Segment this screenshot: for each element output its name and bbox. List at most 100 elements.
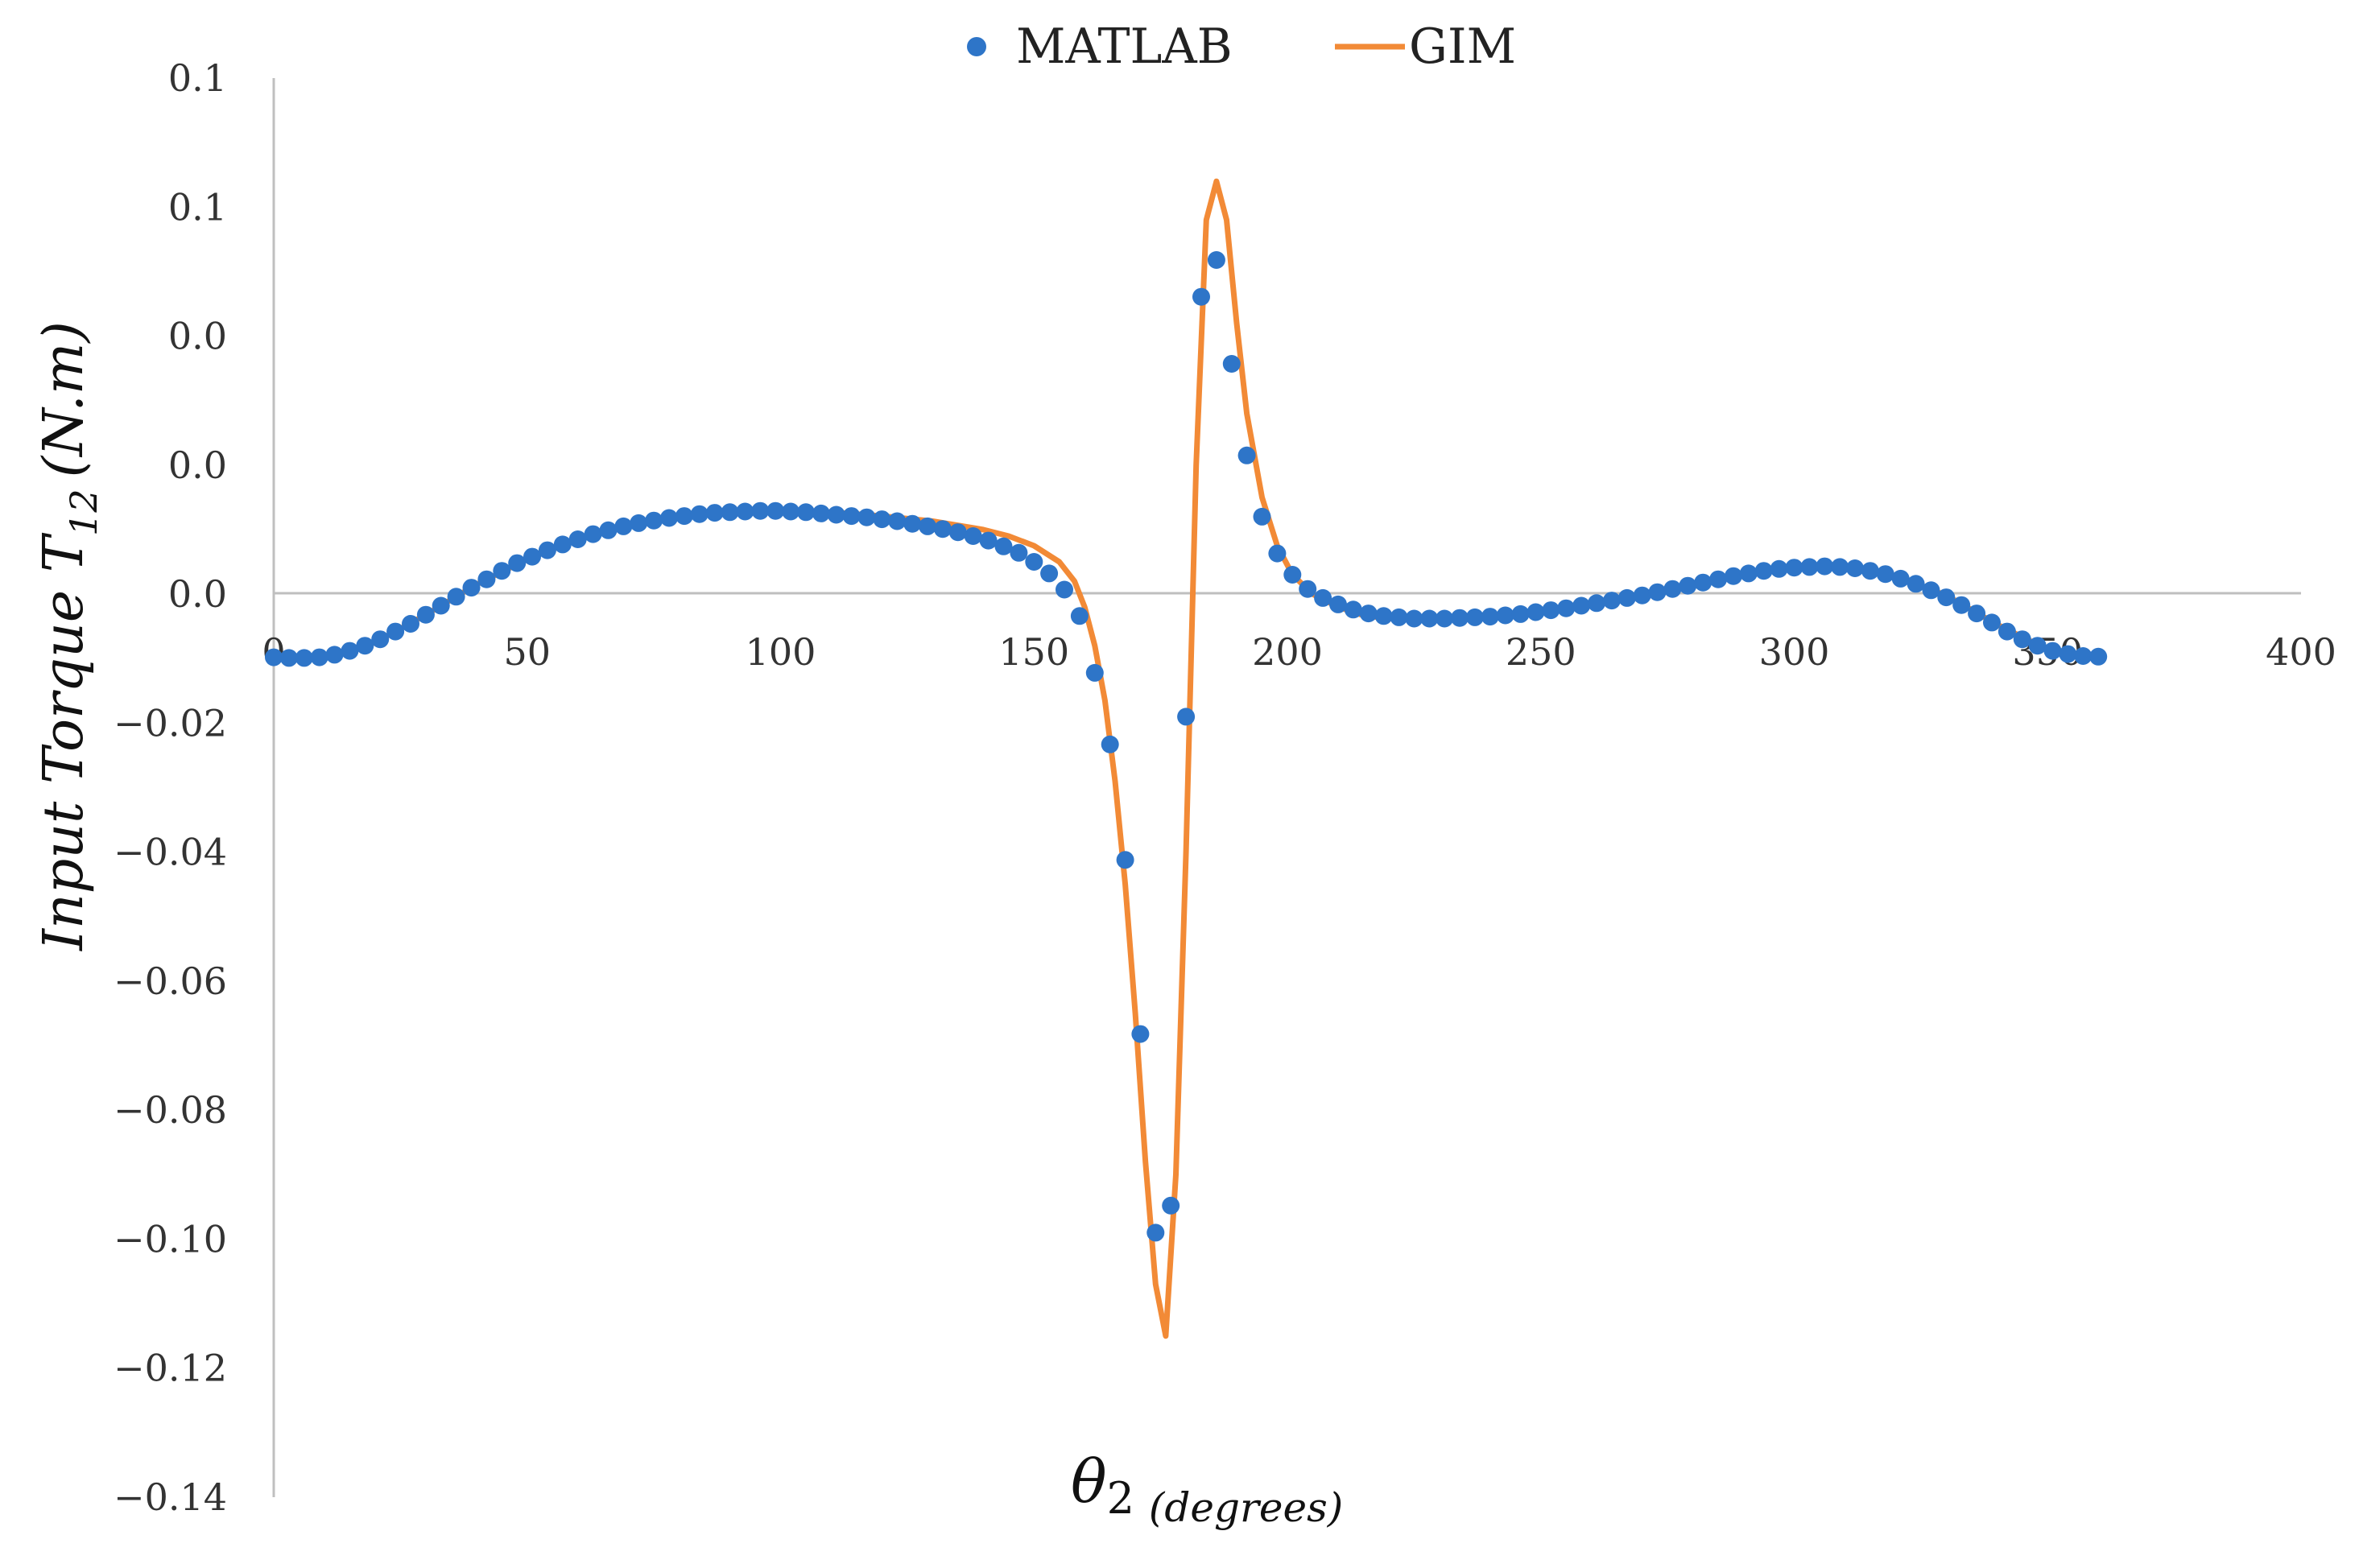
matlab-point — [1237, 446, 1256, 464]
matlab-point — [888, 512, 907, 530]
matlab-point — [2059, 645, 2077, 663]
matlab-point — [371, 630, 390, 649]
matlab-point — [645, 511, 663, 530]
matlab-point — [568, 530, 587, 548]
matlab-point — [1816, 557, 1834, 576]
matlab-point — [416, 605, 435, 624]
gim-series — [271, 178, 2101, 1339]
matlab-point — [1983, 613, 2001, 632]
matlab-point — [1952, 596, 1971, 614]
matlab-point — [1998, 622, 2016, 641]
y-tick-label: 0.1 — [168, 56, 227, 100]
matlab-point — [1101, 735, 1119, 753]
x-tick-label: 250 — [1506, 630, 1576, 674]
matlab-point — [1070, 607, 1089, 625]
x-tick-label: 300 — [1759, 630, 1830, 674]
matlab-point — [1374, 607, 1393, 625]
matlab-point — [1679, 576, 1697, 595]
matlab-point — [1299, 580, 1317, 598]
matlab-point — [1922, 581, 1940, 600]
matlab-point — [402, 615, 419, 633]
matlab-point — [1572, 596, 1591, 615]
matlab-point — [994, 537, 1013, 555]
matlab-point — [310, 648, 328, 666]
matlab-point — [1085, 663, 1104, 682]
matlab-point — [1056, 580, 1073, 599]
matlab-point — [842, 507, 861, 526]
matlab-point — [675, 507, 693, 526]
matlab-point — [721, 503, 739, 522]
matlab-point — [1725, 567, 1742, 585]
matlab-point — [462, 579, 481, 597]
matlab-point — [1465, 608, 1484, 626]
matlab-point — [948, 523, 967, 542]
matlab-point — [1694, 573, 1712, 592]
x-tick-label: 50 — [503, 630, 551, 674]
matlab-point — [827, 505, 845, 524]
y-tick-label: 0.0 — [168, 572, 227, 616]
matlab-point — [325, 646, 344, 664]
matlab-point — [447, 588, 465, 606]
matlab-point — [919, 517, 937, 535]
legend: MATLAB GIM — [967, 19, 1516, 75]
matlab-point — [1481, 608, 1499, 626]
matlab-point — [386, 622, 405, 641]
matlab-point — [751, 501, 770, 520]
matlab-point — [341, 642, 359, 660]
matlab-point — [1177, 708, 1196, 726]
matlab-point — [660, 509, 678, 527]
matlab-point — [1451, 609, 1469, 627]
matlab-point — [1831, 558, 1849, 576]
matlab-point — [690, 505, 709, 523]
matlab-point — [538, 541, 556, 559]
matlab-point — [279, 649, 298, 667]
matlab-point — [1648, 583, 1667, 601]
matlab-point — [1588, 594, 1605, 613]
matlab-point — [1663, 580, 1682, 598]
matlab-point — [508, 554, 527, 572]
matlab-point — [1770, 559, 1788, 578]
matlab-point — [1207, 251, 1225, 269]
matlab-point — [1496, 606, 1514, 625]
y-tick-label: −0.06 — [114, 959, 227, 1003]
matlab-point — [1390, 608, 1408, 626]
matlab-point — [705, 504, 724, 522]
matlab-point — [1192, 287, 1210, 306]
matlab-point — [1329, 595, 1347, 613]
x-tick-label: 400 — [2266, 630, 2336, 674]
x-axis-title: θ2 (degrees) — [1071, 1447, 1343, 1531]
matlab-point — [812, 504, 830, 522]
matlab-point — [1314, 588, 1332, 607]
matlab-point — [2028, 637, 2047, 655]
y-tick-label: −0.14 — [114, 1475, 227, 1519]
y-tick-label: −0.12 — [114, 1347, 227, 1390]
y-tick-label: −0.02 — [114, 701, 227, 745]
y-tick-labels: 0.1 0.1 0.0 0.0 0.0 −0.02 −0.04 −0.06 −0.08 −0.10… — [114, 56, 227, 1519]
x-tick-label: 100 — [746, 630, 816, 674]
matlab-point — [1876, 565, 1894, 584]
y-tick-label: 0.0 — [168, 315, 227, 358]
matlab-point — [1283, 566, 1302, 584]
matlab-point — [1268, 544, 1287, 563]
matlab-point — [1222, 355, 1241, 373]
matlab-point — [1405, 609, 1423, 628]
matlab-point — [432, 596, 450, 615]
matlab-point — [766, 501, 785, 520]
matlab-point — [2074, 647, 2093, 665]
matlab-point — [553, 535, 572, 554]
legend-matlab-marker — [967, 37, 986, 56]
matlab-point — [964, 527, 982, 545]
matlab-point — [1131, 1025, 1150, 1043]
matlab-point — [1861, 562, 1879, 580]
matlab-point — [1602, 592, 1621, 610]
matlab-point — [1040, 564, 1059, 583]
y-tick-label: 0.0 — [168, 444, 227, 487]
matlab-point — [1542, 601, 1560, 620]
matlab-point — [1800, 558, 1819, 576]
matlab-point — [477, 570, 496, 588]
matlab-point — [1025, 553, 1043, 571]
matlab-point — [1420, 609, 1439, 628]
matlab-point — [782, 502, 800, 521]
matlab-point — [1846, 559, 1864, 577]
